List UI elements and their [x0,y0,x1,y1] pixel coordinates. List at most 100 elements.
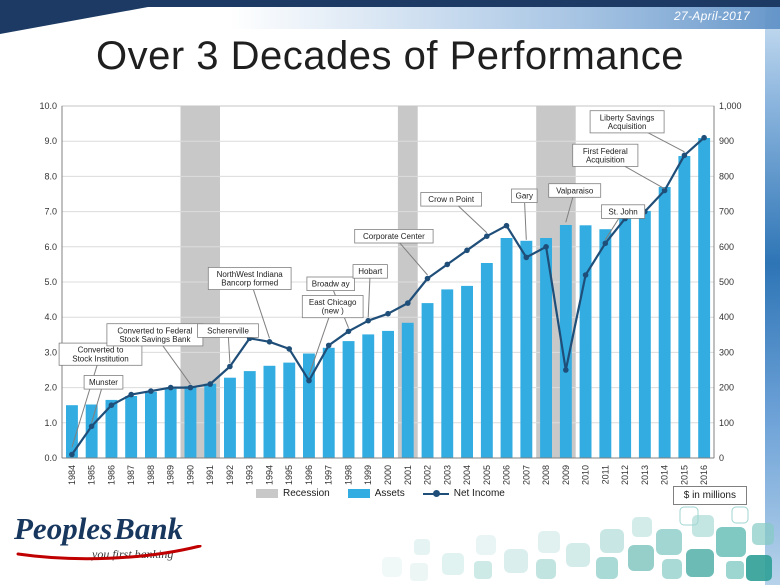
x-axis-year-label: 1991 [205,465,215,485]
left-axis-tick-label: 0.0 [44,453,57,463]
asset-bar [520,240,533,458]
annotation-text: St. John [608,207,637,216]
annotation-leader-line [523,195,527,240]
net-income-marker [582,272,589,278]
net-income-marker [207,381,213,387]
x-axis-year-label: 2007 [521,465,531,485]
logo-brand-secondary: Bank [114,511,184,546]
x-axis-year-label: 1994 [265,465,275,485]
x-axis-year-label: 2001 [403,465,413,485]
right-axis-tick-label: 600 [719,242,734,252]
annotation-box [197,323,259,338]
x-axis-year-label: 2003 [442,465,452,485]
asset-bar [342,341,355,458]
asset-bar [559,225,572,458]
asset-bar [85,404,98,458]
annotation-box [601,204,646,219]
net-income-marker [286,346,293,352]
asset-bar [283,362,296,458]
net-income-marker [563,367,569,373]
left-axis-tick-label: 6.0 [44,242,57,252]
annotation-text: Schererville [207,326,249,335]
left-axis-tick-label: 9.0 [44,136,57,146]
x-axis-year-label: 2008 [541,465,551,485]
annotation-text: East Chicago (new ) [309,298,357,316]
net-income-marker [385,310,391,317]
net-income-marker [266,339,273,345]
annotation-box [306,276,355,292]
net-income-marker [365,317,372,324]
asset-bar [263,365,276,458]
asset-bar [579,225,592,458]
x-axis-year-label: 1984 [67,465,77,485]
asset-bar [421,303,434,458]
net-income-marker [227,363,233,370]
net-income-marker [187,384,194,391]
slide-date: 27-April-2017 [674,9,750,23]
annotation-text: NorthWest Indiana Bancorp formed [217,270,284,288]
asset-bar [66,405,78,458]
units-note: $ in millions [672,486,747,505]
annotation-box [207,266,292,290]
net-income-line-swatch-icon [422,489,449,499]
net-income-marker [325,342,332,349]
right-axis-tick-label: 0 [719,453,724,463]
annotation-text: Valparaiso [556,186,594,195]
x-axis-year-label: 1990 [185,465,195,485]
legend-item-assets: Assets [347,488,405,499]
net-income-marker [523,254,530,261]
x-axis-year-label: 2004 [462,465,472,485]
net-income-marker [88,423,95,430]
decorative-mosaic [382,506,774,581]
net-income-marker [484,233,490,239]
asset-bar [204,383,217,458]
x-axis-year-label: 2012 [620,465,630,485]
x-axis-year-label: 1992 [225,465,235,485]
annotation-box [572,143,639,167]
x-axis-year-label: 1998 [344,465,354,485]
asset-bar [401,322,414,458]
x-axis-year-label: 1986 [106,465,116,485]
asset-bar [480,263,493,458]
x-axis-year-label: 2000 [383,465,393,485]
asset-bar [382,330,394,458]
x-axis-year-label: 2005 [482,465,492,485]
asset-bar [362,334,375,458]
asset-bar [638,210,651,458]
net-income-marker [543,244,549,250]
asset-bar [224,377,236,458]
x-axis-year-label: 1995 [284,465,294,485]
annotation-box [420,192,482,207]
x-axis-year-label: 1997 [324,465,334,485]
performance-chart: 0.0 1.0 2.0 3.0 4.0 5.0 6.0 7.0 8.0 9.0 10.0 0 100 20… [28,96,750,508]
asset-bar [125,396,138,458]
net-income-marker [69,451,75,458]
annotation-text: Corporate Center [363,232,425,241]
asset-bar [500,238,513,458]
x-axis-year-label: 2014 [660,465,670,485]
net-income-marker [661,187,668,194]
net-income-marker [128,391,134,398]
left-axis-tick-label: 1.0 [44,418,57,428]
left-axis-tick-label: 2.0 [44,383,57,393]
x-axis-year-label: 1999 [363,465,373,485]
asset-bar [322,347,335,458]
x-axis-year-label: 2016 [699,465,709,485]
page-title: Over 3 Decades of Performance [95,34,685,78]
x-axis-year-label: 1987 [126,465,136,485]
annotation-text: Crow n Point [428,195,475,204]
annotation-text: Hobart [358,267,383,276]
x-axis-year-label: 2015 [679,465,689,485]
x-axis-year-label: 1996 [304,465,314,485]
annotation-box [511,188,538,204]
annotation-text: Converted to Federal Stock Savings Bank [117,326,192,344]
annotation-leader-line [71,354,101,448]
header-decoration [0,0,780,34]
net-income-marker [306,377,312,384]
annotation-box [83,375,124,390]
annotation-box [548,183,602,198]
right-axis-tick-label: 500 [719,277,734,287]
asset-bar [678,156,691,458]
asset-bar [243,371,256,458]
right-axis-tick-label: 800 [719,171,734,181]
